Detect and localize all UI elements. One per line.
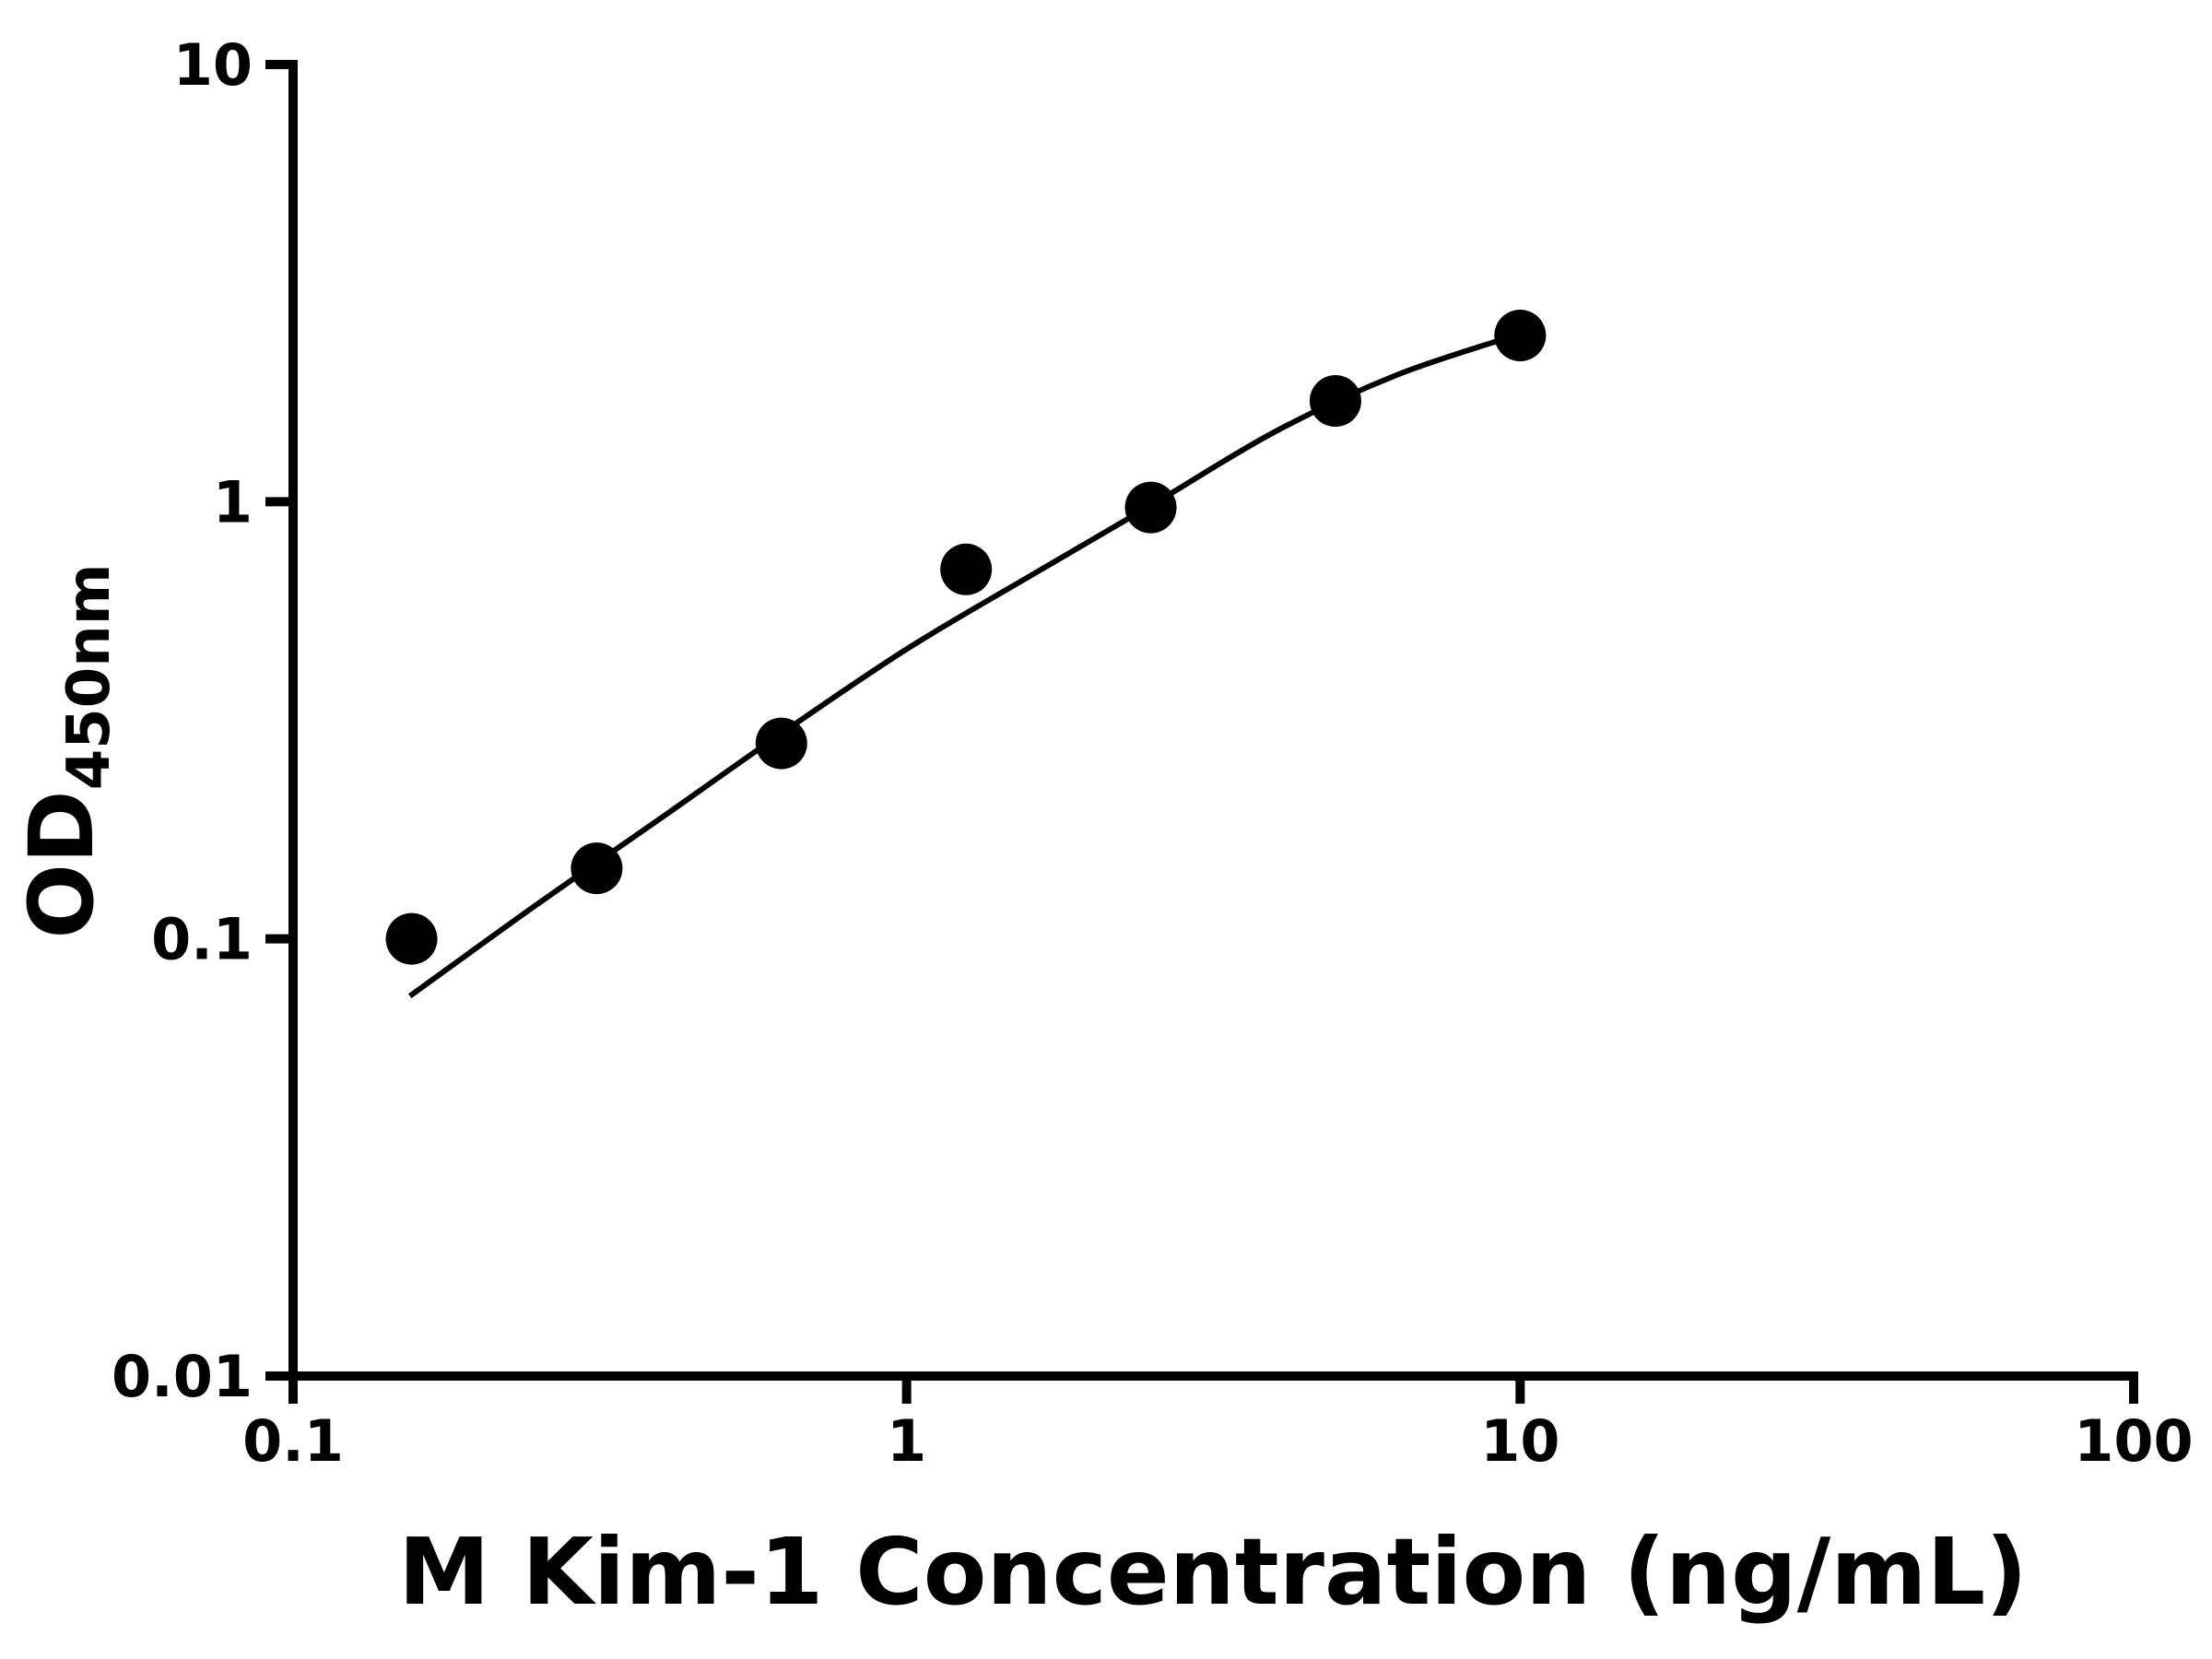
y-tick-label: 0.01	[112, 1343, 253, 1410]
data-point	[755, 717, 807, 770]
tick-marks	[265, 60, 2138, 1404]
data-point	[1124, 481, 1177, 534]
x-tick-label: 10	[1480, 1407, 1559, 1475]
x-tick-label: 1	[887, 1407, 926, 1475]
axes	[288, 60, 2138, 1381]
x-tick-label: 0.1	[242, 1407, 344, 1475]
axis-spines	[288, 60, 2138, 1381]
y-tick-label: 10	[173, 31, 253, 99]
data-point	[1309, 375, 1361, 428]
data-point	[571, 842, 623, 895]
data-points	[385, 309, 1547, 965]
y-axis-title: OD450nm	[10, 563, 124, 938]
fitted-curve-path	[407, 331, 1522, 999]
y-tick-label: 0.1	[151, 906, 253, 973]
data-point	[1494, 309, 1547, 361]
y-axis-title-main: OD	[10, 790, 113, 938]
fit-curve	[407, 331, 1522, 999]
x-axis-title: M Kim-1 Concentration (ng/mL)	[398, 1518, 2028, 1626]
data-point	[940, 543, 993, 595]
data-point	[385, 912, 438, 965]
x-tick-label: 100	[2074, 1407, 2193, 1475]
y-tick-label: 1	[213, 468, 253, 535]
y-axis-title-subscript: 450nm	[55, 563, 124, 790]
